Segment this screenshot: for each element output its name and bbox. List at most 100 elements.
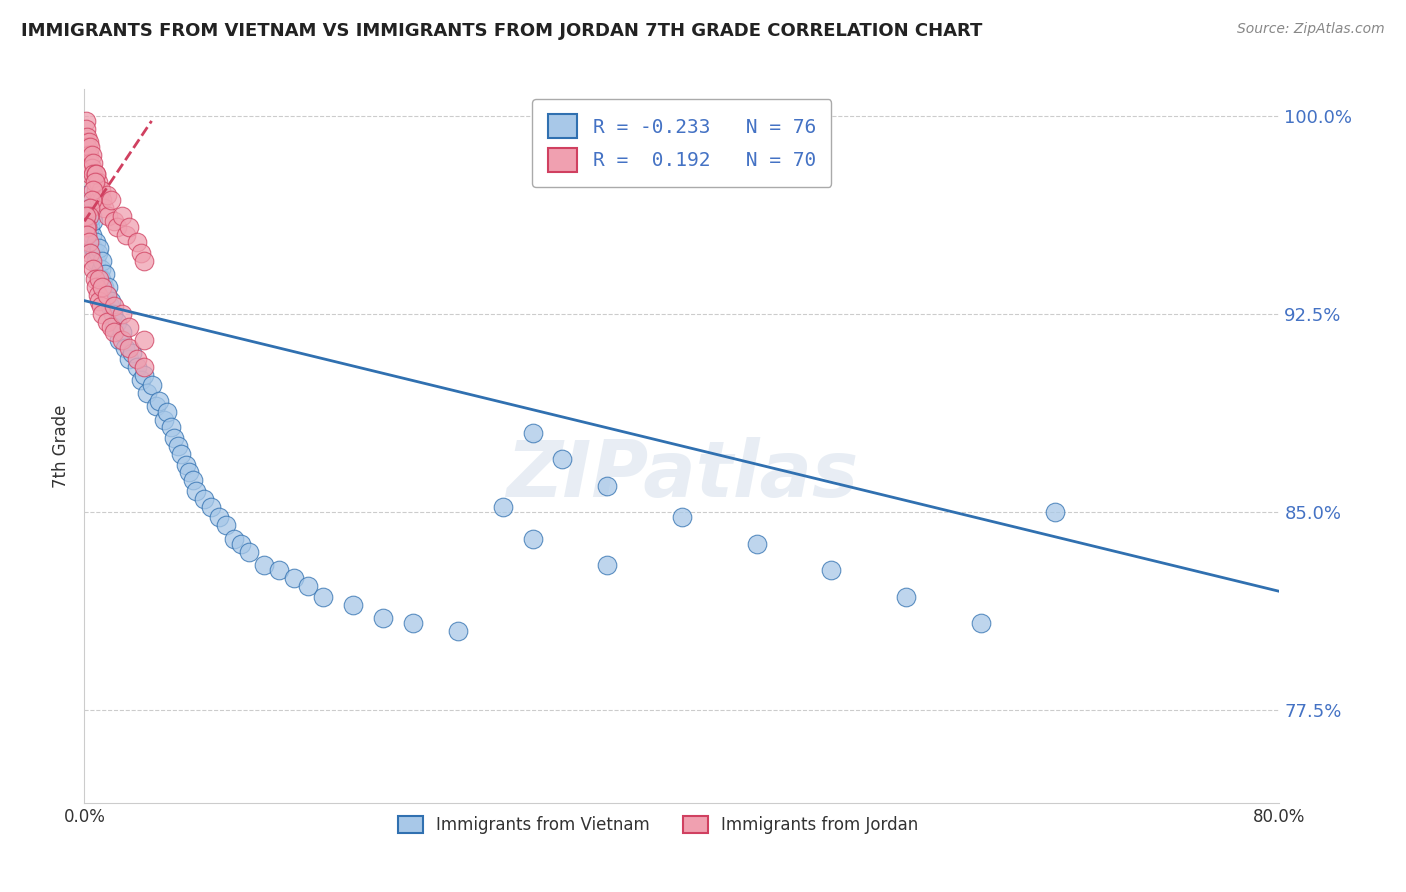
Point [82, 156, 104, 170]
Point [107, 333, 129, 347]
Point [94, 267, 117, 281]
Point [200, 500, 222, 514]
Point [129, 373, 152, 387]
Point [77, 214, 100, 228]
Point [297, 579, 319, 593]
Point [283, 571, 305, 585]
Point [89, 272, 111, 286]
Point [596, 478, 619, 492]
Point [76, 219, 98, 234]
Point [186, 483, 208, 498]
Point [163, 431, 186, 445]
Point [177, 466, 200, 480]
Point [141, 378, 163, 392]
Point [103, 299, 125, 313]
Point [79, 201, 101, 215]
Point [114, 341, 136, 355]
Point [90, 183, 112, 197]
Point [492, 500, 515, 514]
Point [215, 518, 238, 533]
Point [80, 209, 103, 223]
Point [1045, 505, 1067, 519]
Point [170, 447, 193, 461]
Point [97, 209, 120, 223]
Point [167, 439, 190, 453]
Point [129, 246, 152, 260]
Point [86, 167, 108, 181]
Point [174, 458, 197, 472]
Point [80, 254, 103, 268]
Point [77, 201, 100, 215]
Point [83, 272, 105, 286]
Point [111, 326, 134, 340]
Point [86, 235, 108, 250]
Point [90, 272, 112, 286]
Legend: Immigrants from Vietnam, Immigrants from Jordan: Immigrants from Vietnam, Immigrants from… [391, 809, 925, 841]
Point [76, 188, 98, 202]
Point [87, 175, 110, 189]
Point [125, 351, 148, 366]
Point [89, 267, 111, 281]
Point [160, 420, 183, 434]
Point [100, 193, 122, 207]
Point [82, 183, 104, 197]
Point [745, 537, 768, 551]
Point [80, 193, 103, 207]
Point [91, 307, 114, 321]
Point [447, 624, 470, 638]
Point [80, 148, 103, 162]
Point [118, 320, 141, 334]
Point [91, 280, 114, 294]
Point [402, 616, 425, 631]
Point [132, 333, 156, 347]
Point [79, 219, 101, 234]
Point [82, 214, 104, 228]
Point [80, 227, 103, 242]
Point [76, 140, 98, 154]
Point [136, 386, 159, 401]
Point [125, 359, 148, 374]
Point [76, 148, 98, 162]
Point [267, 563, 290, 577]
Point [79, 246, 101, 260]
Point [312, 590, 335, 604]
Point [132, 254, 156, 268]
Point [91, 193, 114, 207]
Point [522, 532, 544, 546]
Point [96, 288, 118, 302]
Point [231, 537, 253, 551]
Point [103, 326, 125, 340]
Point [77, 161, 100, 176]
Point [894, 590, 917, 604]
Point [87, 288, 110, 302]
Point [77, 209, 100, 223]
Point [96, 315, 118, 329]
Point [86, 280, 108, 294]
Point [373, 611, 395, 625]
Point [118, 219, 141, 234]
Point [522, 425, 544, 440]
Point [105, 315, 128, 329]
Point [132, 359, 156, 374]
Point [118, 351, 141, 366]
Point [121, 346, 143, 360]
Point [97, 280, 120, 294]
Point [596, 558, 619, 572]
Point [87, 246, 110, 260]
Point [89, 293, 111, 308]
Point [76, 129, 98, 144]
Point [79, 156, 101, 170]
Point [82, 167, 104, 181]
Point [145, 400, 167, 414]
Point [111, 209, 134, 223]
Point [83, 175, 105, 189]
Point [75, 209, 97, 223]
Y-axis label: 7th Grade: 7th Grade [52, 404, 70, 488]
Point [75, 121, 97, 136]
Point [80, 161, 103, 176]
Point [77, 235, 100, 250]
Point [79, 140, 101, 154]
Point [111, 307, 134, 321]
Point [103, 320, 125, 334]
Point [105, 219, 128, 234]
